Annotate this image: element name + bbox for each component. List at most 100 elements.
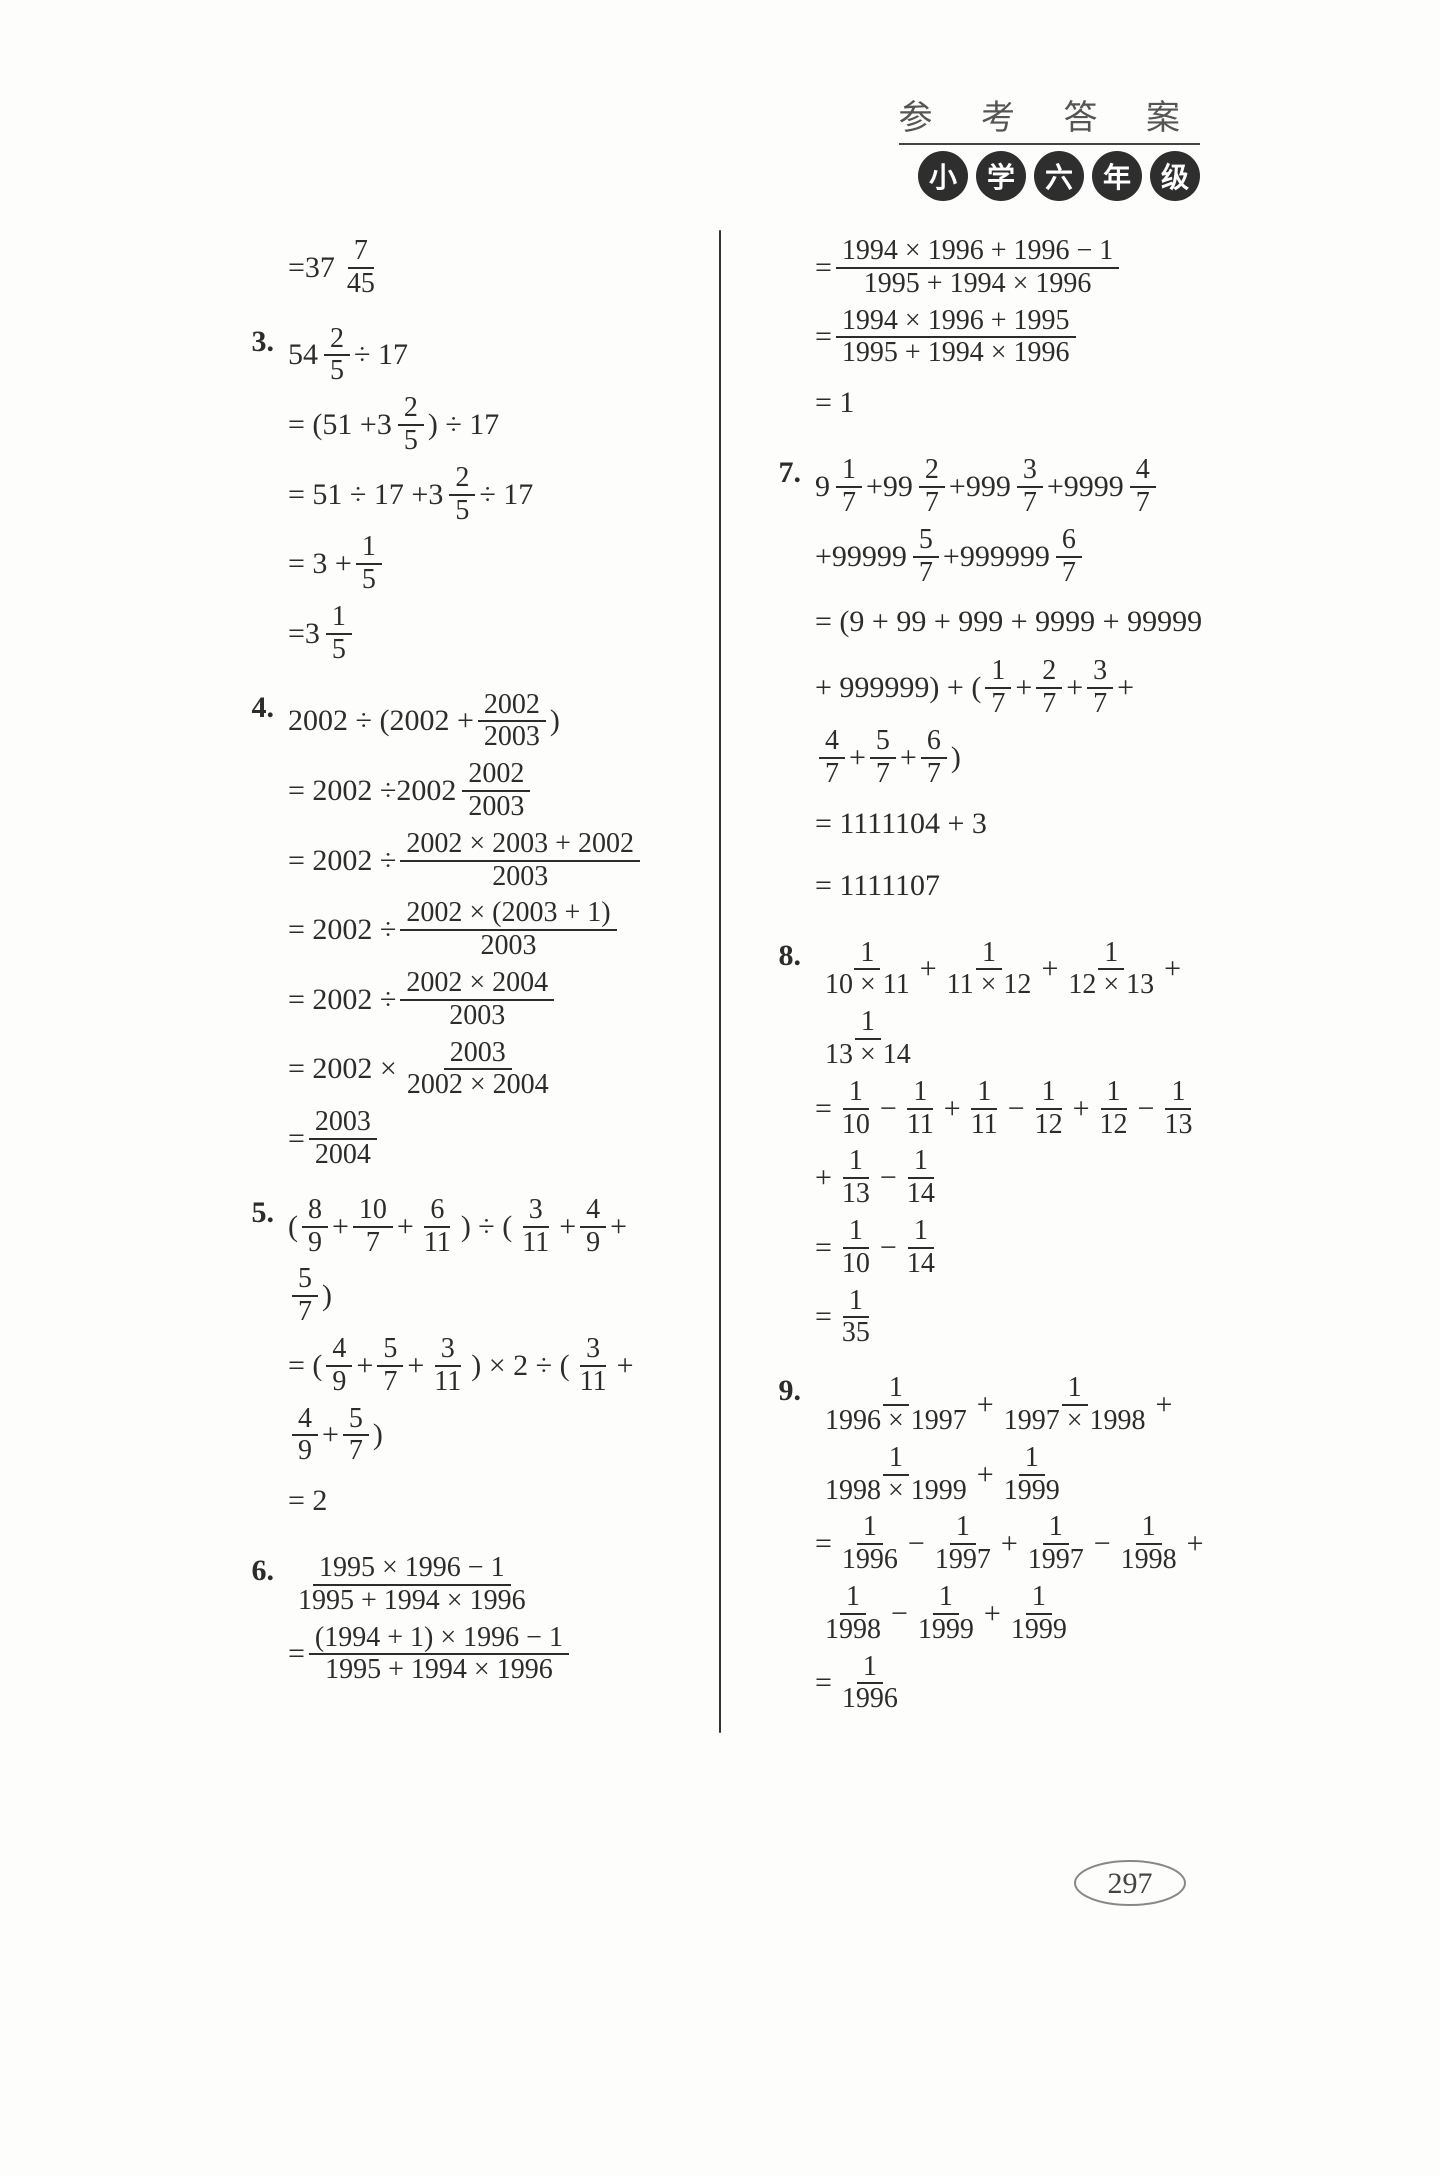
fraction-numerator: 5 <box>870 726 896 759</box>
step-line: = 11996 <box>815 1652 1216 1716</box>
step-line: 917 + 9927 + 99937 + 999947 <box>815 455 1216 519</box>
math-text: + <box>356 1342 373 1390</box>
mixed-whole: 3 <box>305 610 320 658</box>
fraction-denominator: 7 <box>1017 488 1043 519</box>
fraction-numerator: 2002 × (2003 + 1) <box>400 898 616 931</box>
math-text: − <box>880 1085 897 1133</box>
step-line: = (9 + 99 + 999 + 9999 + 99999 <box>815 594 1216 650</box>
math-text: ) ÷ ( <box>461 1203 512 1251</box>
fraction-numerator: 1 <box>843 1216 869 1249</box>
fraction-numerator: 1 <box>854 938 880 971</box>
step-line: = 3 + 15 <box>288 532 689 596</box>
math-text: = <box>815 1293 832 1341</box>
fraction: 57 <box>913 525 939 589</box>
fraction-denominator: 7 <box>1056 558 1082 589</box>
left-column: =377453.5425 ÷ 17= (51 + 325 ) ÷ 17= 51 … <box>200 230 713 1733</box>
math-text: = 2002 ÷ <box>288 976 396 1024</box>
fraction-denominator: 5 <box>326 635 352 666</box>
fraction-denominator: 7 <box>343 1436 369 1467</box>
fraction-denominator: 1996 × 1997 <box>819 1406 973 1437</box>
math-text: + <box>1047 463 1064 511</box>
math-text: + <box>1187 1520 1204 1568</box>
math-text: = <box>815 1520 832 1568</box>
fraction-numerator: 1 <box>836 455 862 488</box>
badge-2: 学 <box>976 151 1026 201</box>
step-line: ( 89 + 107 + 611 ) ÷ ( 311 + 49 + <box>288 1195 689 1259</box>
mixed-number: 9927 <box>883 455 949 519</box>
fraction: 311 <box>428 1334 467 1398</box>
step-line: 11998 − 11999 + 11999 <box>815 1582 1216 1646</box>
step-line: = (1994 + 1) × 1996 − 11995 + 1994 × 199… <box>288 1623 689 1687</box>
step-line: + 999999) + ( 17 + 27 + 37 + <box>815 656 1216 720</box>
math-text: = (9 + 99 + 999 + 9999 + 99999 <box>815 598 1202 646</box>
math-text: ÷ 17 <box>479 471 533 519</box>
badge-3: 六 <box>1034 151 1084 201</box>
math-text: + <box>407 1342 424 1390</box>
fraction-numerator: 1 <box>857 1512 883 1545</box>
fraction: 11998 × 1999 <box>819 1443 973 1507</box>
fraction-denominator: 11 <box>574 1367 613 1398</box>
step-line: = 110 − 114 <box>815 1216 1216 1280</box>
fraction: 2002 × 2003 + 20022003 <box>400 829 640 893</box>
fraction-denominator: 11 × 12 <box>941 970 1038 1001</box>
fraction-numerator: 1 <box>1026 1582 1052 1615</box>
fraction-numerator: 2003 <box>309 1107 377 1140</box>
math-text: = <box>815 1224 832 1272</box>
step-line: 47 + 57 + 67 ) <box>815 726 1216 790</box>
fraction-numerator: 1 <box>855 1007 881 1040</box>
math-text: + <box>920 945 937 993</box>
fraction-numerator: 5 <box>292 1264 318 1297</box>
fraction: 57 <box>292 1264 318 1328</box>
fraction-denominator: 1996 <box>836 1684 904 1715</box>
problem: 4.2002 ÷ (2002 + 20022003)= 2002 ÷ 20022… <box>224 684 689 1177</box>
math-text: = <box>288 1630 305 1678</box>
fraction: 110 × 11 <box>819 938 916 1002</box>
fraction-denominator: 45 <box>341 269 381 300</box>
math-text: ) <box>951 734 961 782</box>
math-text: − <box>891 1590 908 1638</box>
column-divider <box>719 230 721 1733</box>
mixed-number: 99937 <box>966 455 1047 519</box>
fraction-numerator: 1 <box>1136 1512 1162 1545</box>
fraction-numerator: 1 <box>1165 1077 1191 1110</box>
mixed-number: 9999957 <box>832 525 943 589</box>
fraction-numerator: 8 <box>302 1195 328 1228</box>
problem-steps: 5425 ÷ 17= (51 + 325 ) ÷ 17= 51 ÷ 17 + 3… <box>288 318 689 672</box>
fraction-numerator: 1 <box>843 1286 869 1319</box>
fraction: (1994 + 1) × 1996 − 11995 + 1994 × 1996 <box>309 1623 569 1687</box>
math-text: + <box>559 1203 576 1251</box>
fraction-denominator: 1995 + 1994 × 1996 <box>858 269 1098 300</box>
step-line: = 1994 × 1996 + 19951995 + 1994 × 1996 <box>815 306 1216 370</box>
fraction-denominator: 11 <box>418 1228 457 1259</box>
problem-number: 8. <box>751 932 815 1356</box>
mixed-number: 200220022003 <box>396 759 534 823</box>
fraction-denominator: 1999 <box>998 1476 1066 1507</box>
problem-number: 3. <box>224 318 288 672</box>
step-line: 11998 × 1999 + 11999 <box>815 1443 1216 1507</box>
math-text: = <box>815 313 832 361</box>
fraction: 11996 × 1997 <box>819 1373 973 1437</box>
fraction: 11997 × 1998 <box>998 1373 1152 1437</box>
fraction: 20032002 × 2004 <box>401 1038 555 1102</box>
fraction: 2002 × 20042003 <box>400 968 554 1032</box>
page-header: 参 考 答 案 小 学 六 年 级 <box>899 90 1201 201</box>
fraction-denominator: 1995 + 1994 × 1996 <box>319 1655 559 1686</box>
fraction: 107 <box>353 1195 393 1259</box>
math-text: + <box>610 1203 627 1251</box>
math-text: ) × 2 ÷ ( <box>471 1342 569 1390</box>
math-text: = ( <box>288 1342 322 1390</box>
fraction: 11998 <box>819 1582 887 1646</box>
fraction: 25 <box>398 393 424 457</box>
fraction-denominator: 1998 × 1999 <box>819 1476 973 1507</box>
math-text: − <box>1008 1085 1025 1133</box>
math-text: − <box>1138 1085 1155 1133</box>
fraction-numerator: 5 <box>913 525 939 558</box>
math-text: = 1111107 <box>815 862 940 910</box>
fraction: 49 <box>292 1404 318 1468</box>
page-root: 参 考 答 案 小 学 六 年 级 =377453.5425 ÷ 17= (51… <box>200 0 1240 1853</box>
problem: =37745 <box>224 230 689 306</box>
mixed-number: 325 <box>428 463 479 527</box>
fraction-denominator: 7 <box>921 759 947 790</box>
step-line: = 1111107 <box>815 858 1216 914</box>
problem-steps: 2002 ÷ (2002 + 20022003)= 2002 ÷ 2002200… <box>288 684 689 1177</box>
